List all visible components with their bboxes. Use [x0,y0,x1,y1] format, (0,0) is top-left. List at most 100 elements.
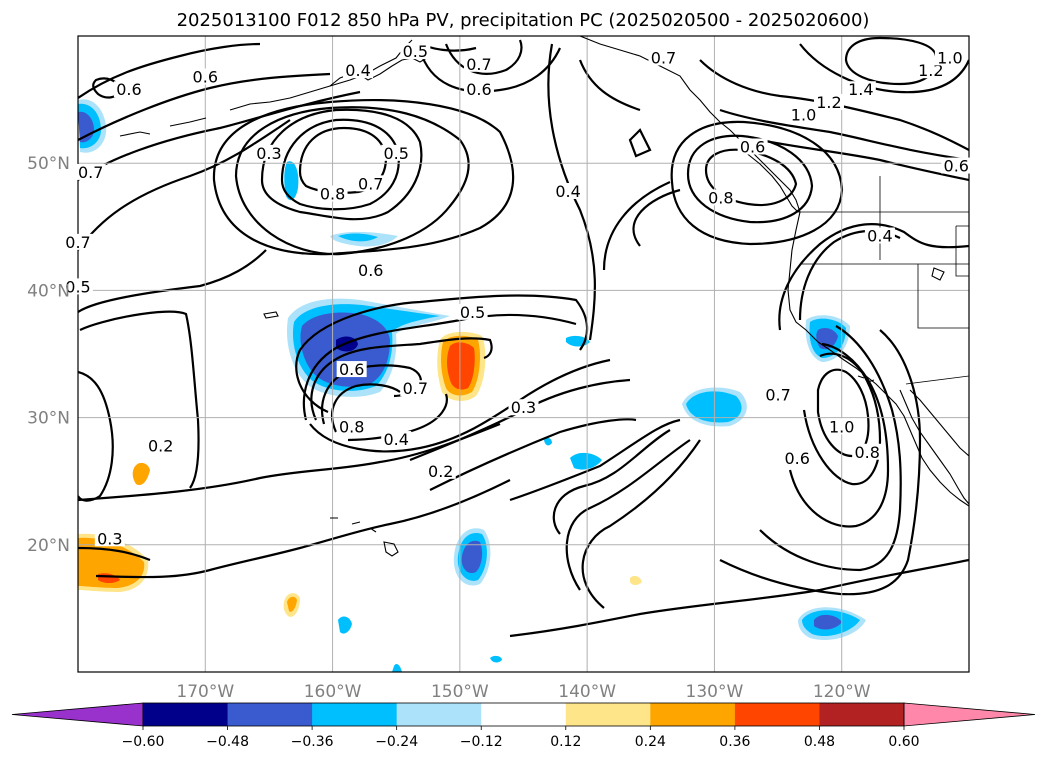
colorbar-tick-label: −0.48 [206,734,249,750]
pv-contour [78,546,151,562]
contour-label: 0.6 [941,157,972,176]
contour-label: 0.3 [253,144,284,163]
svg-text:0.3: 0.3 [256,144,281,163]
svg-text:0.8: 0.8 [708,188,733,207]
contour-label: 0.6 [113,80,144,99]
alaska-coast [119,39,413,137]
contour-label: 0.7 [400,379,431,398]
contour-label: 0.3 [508,398,539,417]
gulf-of-california [909,389,969,457]
pv-contour [632,188,681,247]
colorbar-tick-label: 0.60 [888,734,919,750]
pv-contour [212,99,515,256]
svg-text:1.4: 1.4 [848,80,873,99]
pv-contour [95,479,511,579]
pv-contour [686,134,814,224]
contour-label: 0.5 [400,42,431,61]
svg-text:0.3: 0.3 [511,398,536,417]
precip-patch-small-cool [392,664,402,672]
pv-contour [429,418,637,491]
contour-label: 0.7 [648,48,679,67]
contour-label: 0.6 [463,80,494,99]
pv-contour [302,314,577,421]
small-island [263,311,279,319]
colorbar-extend-low [11,702,144,727]
contour-label: 0.8 [852,443,883,462]
contour-label: 0.8 [317,185,348,204]
pv-contour [759,138,969,182]
svg-text:0.2: 0.2 [428,462,453,481]
svg-text:1.0: 1.0 [791,106,816,125]
contour-label: 0.2 [425,462,456,481]
pv-contour [719,108,969,162]
svg-text:0.5: 0.5 [403,42,428,61]
channel-islands [857,267,945,383]
hawaii-islands [330,517,399,557]
latitude-tick-label: 50°N [27,154,70,174]
longitude-tick-label: 140°W [558,682,616,702]
colorbar-tick-label: 0.24 [635,734,666,750]
precip-patch-aleutian [284,161,299,201]
precip-patch-se [814,614,842,630]
contour-label: 0.7 [355,174,386,193]
colorbar-segment [227,703,313,726]
colorbar-segment [143,703,229,726]
contour-label: 0.7 [75,163,106,182]
contour-label: 0.8 [705,188,736,207]
contour-label: 1.4 [845,80,876,99]
contour-label: 1.2 [915,61,946,80]
colorbar-segment [312,703,398,726]
precip-patch-small-warm [287,596,297,612]
svg-text:0.7: 0.7 [466,55,491,74]
svg-text:0.6: 0.6 [784,449,809,468]
longitude-tick-label: 120°W [813,682,871,702]
colorbar-tick-label: −0.24 [375,734,418,750]
pv-contour [78,72,331,141]
svg-text:0.7: 0.7 [65,233,90,252]
pv-contour [581,439,701,609]
colorbar-tick-label: 0.36 [719,734,750,750]
svg-text:0.8: 0.8 [339,417,364,436]
colorbar: −0.60 −0.48 −0.36 −0.24 −0.12 0.12 0.24 0.36 0.4… [11,702,1036,750]
coastlines [119,36,969,557]
pv-contour [295,294,589,414]
pv-contour [79,310,200,489]
svg-text:0.4: 0.4 [345,61,370,80]
lat-lon-grid [78,36,969,672]
pv-contour [565,439,691,591]
svg-text:0.2: 0.2 [148,436,173,455]
svg-text:0.4: 0.4 [867,227,892,246]
pv-contour [578,59,641,112]
us-mexico-border [905,375,969,385]
contour-label: 0.5 [63,277,93,296]
pv-contour [552,429,671,535]
pv-contour [628,128,652,158]
svg-text:0.6: 0.6 [358,261,383,280]
colorbar-tick-label: −0.60 [122,734,165,750]
svg-text:1.2: 1.2 [816,93,841,112]
pv-contour [509,558,969,638]
colorbar-segment [481,703,567,726]
colorbar-segment [734,703,820,726]
pv-contour [418,47,562,93]
svg-text:0.5: 0.5 [383,144,408,163]
svg-text:0.4: 0.4 [383,430,408,449]
longitude-tick-label: 160°W [304,682,362,702]
pv-contour [444,39,523,75]
pv-contour [816,368,870,458]
pv-contour [778,223,969,331]
pv-contour [802,352,882,486]
svg-text:0.6: 0.6 [740,137,765,156]
svg-text:1.0: 1.0 [937,48,962,67]
pv-contour [759,325,902,572]
svg-text:0.3: 0.3 [97,529,122,548]
contour-label: 0.6 [782,449,813,468]
pv-contour [309,358,611,453]
colorbar-tick-label: −0.12 [460,734,503,750]
longitude-tick-label: 130°W [686,682,744,702]
pv-contour [78,370,114,502]
svg-text:0.8: 0.8 [854,443,879,462]
precip-patch-small-cool [490,655,502,663]
contour-label: 0.4 [864,227,895,246]
